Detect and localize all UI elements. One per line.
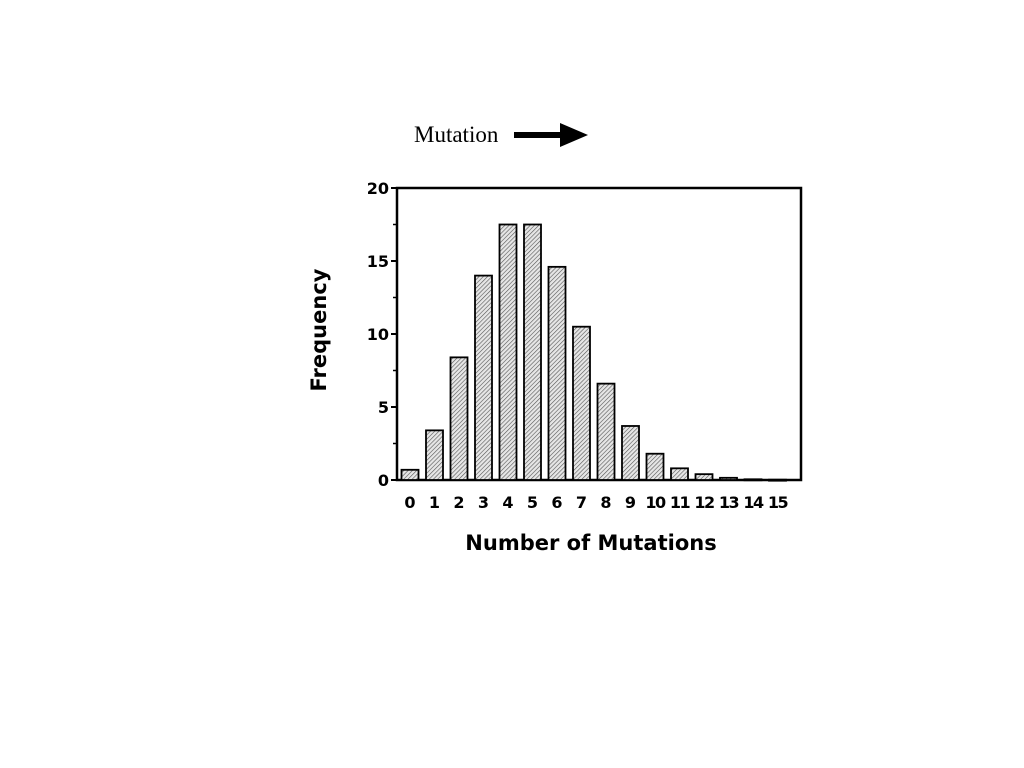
x-tick-label: 6 bbox=[551, 493, 562, 512]
bar-15 bbox=[768, 478, 787, 482]
y-tick-label: 0 bbox=[378, 471, 389, 490]
y-tick-label: 10 bbox=[367, 325, 389, 344]
bar-10 bbox=[645, 452, 665, 481]
x-tick-label: 2 bbox=[453, 493, 464, 512]
bar-7 bbox=[572, 325, 591, 481]
x-tick-label: 8 bbox=[600, 493, 611, 512]
bar-3 bbox=[474, 274, 493, 481]
x-ticks-group: 0 1 2 3 4 5 6 7 8 9 10 11 12 13 14 15 bbox=[404, 493, 790, 512]
bars-group bbox=[400, 223, 787, 482]
right-arrow-icon bbox=[514, 123, 589, 147]
x-tick-label: 10 bbox=[645, 493, 666, 512]
bar-6 bbox=[547, 265, 567, 481]
y-tick-label: 15 bbox=[367, 252, 389, 271]
bar-9 bbox=[621, 425, 640, 481]
x-tick-label: 0 bbox=[404, 493, 415, 512]
x-tick-label: 7 bbox=[576, 493, 587, 512]
x-tick-label: 4 bbox=[502, 493, 513, 512]
bar-13 bbox=[719, 476, 738, 481]
bar-8 bbox=[596, 382, 616, 481]
x-tick-label: 5 bbox=[527, 493, 538, 512]
x-axis-title: Number of Mutations bbox=[465, 531, 716, 555]
x-tick-label: 3 bbox=[478, 493, 489, 512]
x-tick-label: 9 bbox=[625, 493, 636, 512]
bar-14 bbox=[743, 478, 763, 482]
y-tick-label: 20 bbox=[367, 179, 389, 198]
bar-4 bbox=[498, 223, 518, 481]
x-tick-label: 15 bbox=[768, 493, 789, 512]
y-axis-title: Frequency bbox=[307, 268, 331, 391]
bar-1 bbox=[425, 429, 444, 481]
bar-11 bbox=[670, 467, 689, 481]
x-tick-label: 14 bbox=[743, 493, 764, 512]
x-tick-label: 12 bbox=[694, 493, 714, 512]
bar-5 bbox=[523, 223, 542, 481]
caption-text: Mutation bbox=[414, 122, 499, 147]
y-ticks-group: 0 5 10 15 20 bbox=[367, 179, 397, 490]
x-tick-label: 13 bbox=[719, 493, 739, 512]
x-tick-label: 1 bbox=[429, 493, 440, 512]
y-tick-label: 5 bbox=[378, 398, 389, 417]
bar-2 bbox=[449, 356, 469, 481]
x-tick-label: 11 bbox=[670, 493, 691, 512]
bar-0 bbox=[400, 468, 420, 481]
mutation-caption: Mutation bbox=[414, 122, 590, 148]
bar-12 bbox=[694, 473, 714, 481]
